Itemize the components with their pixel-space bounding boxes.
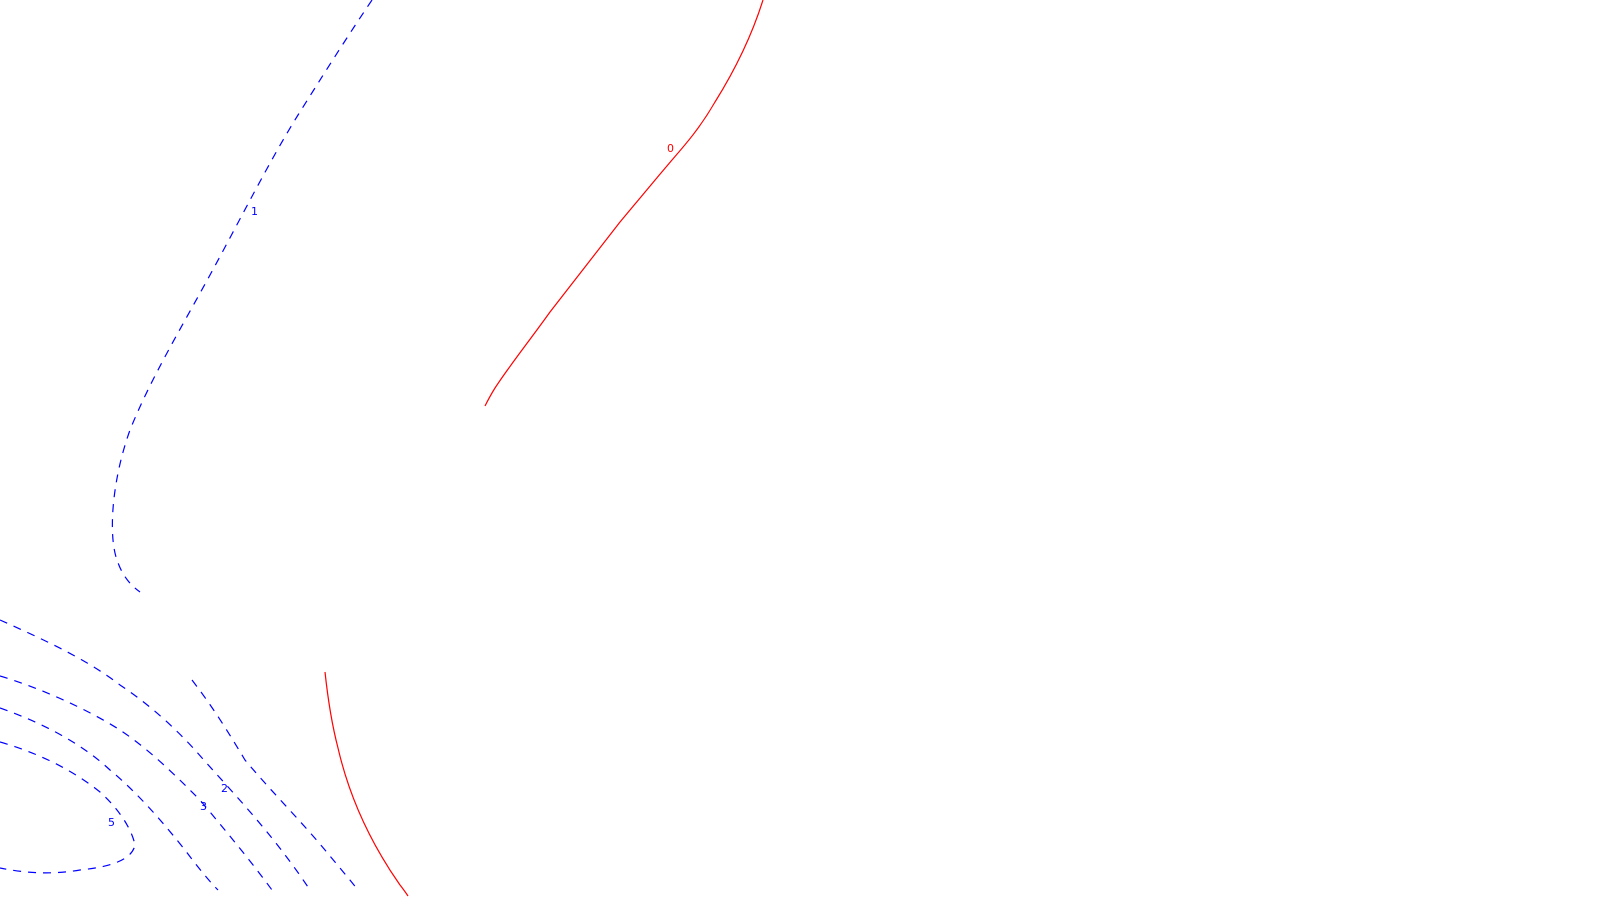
contour-line-5	[0, 707, 219, 891]
contour-line-3	[0, 619, 311, 891]
contour-line-4	[0, 675, 273, 891]
contour-label-0: 0	[667, 142, 674, 155]
contour-line-5-inner	[0, 741, 136, 874]
contour-label-1: 1	[251, 205, 258, 218]
contour-label-3: 3	[200, 800, 207, 813]
contour-line-2	[191, 679, 359, 891]
contour-label-5: 5	[108, 816, 115, 829]
contour-line-1	[111, 0, 373, 593]
contour-line-0-upper	[484, 0, 764, 407]
contour-line-0-lower	[324, 671, 409, 897]
contour-label-2: 2	[221, 782, 228, 795]
